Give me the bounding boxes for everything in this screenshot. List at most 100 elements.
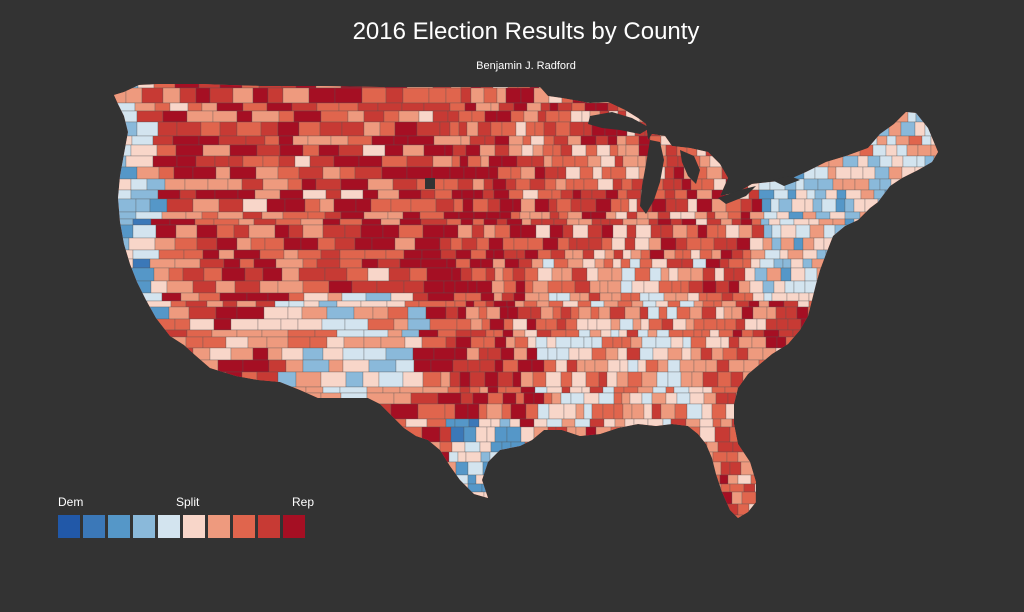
county: [776, 211, 790, 220]
county: [907, 392, 920, 405]
county: [562, 300, 579, 308]
county: [870, 329, 880, 338]
county: [489, 451, 502, 463]
county: [762, 110, 774, 123]
county: [697, 224, 708, 239]
county: [285, 359, 304, 373]
county: [114, 371, 133, 388]
county: [656, 329, 670, 338]
county: [338, 144, 364, 157]
county: [648, 237, 662, 251]
county: [871, 237, 887, 251]
county: [645, 426, 659, 443]
county: [622, 155, 639, 168]
county: [362, 189, 379, 200]
legend-swatch-7: [233, 515, 255, 538]
county: [940, 427, 948, 442]
county: [505, 336, 516, 349]
county: [199, 371, 227, 388]
county: [728, 110, 739, 123]
county: [673, 166, 685, 180]
county: [901, 292, 913, 302]
county: [811, 329, 824, 338]
county: [900, 329, 910, 338]
county: [591, 189, 607, 200]
county: [277, 166, 300, 180]
county: [220, 418, 241, 428]
county: [770, 198, 780, 213]
county: [812, 102, 828, 112]
county: [499, 514, 513, 518]
county: [231, 503, 258, 516]
county: [561, 514, 571, 518]
county: [366, 392, 395, 405]
county: [853, 359, 864, 373]
county: [795, 514, 808, 518]
county: [185, 300, 208, 308]
county: [730, 371, 744, 388]
county: [439, 121, 451, 137]
county: [567, 135, 582, 146]
county: [529, 84, 540, 89]
county: [433, 347, 456, 361]
county: [897, 267, 914, 282]
county: [302, 189, 327, 200]
county: [355, 198, 372, 213]
county: [830, 426, 844, 443]
county: [322, 386, 341, 394]
county: [261, 461, 285, 476]
county: [602, 403, 615, 420]
county: [911, 292, 924, 302]
county: [831, 121, 843, 137]
county: [201, 211, 219, 220]
county: [921, 102, 936, 112]
county: [695, 218, 708, 226]
county: [610, 318, 621, 331]
county: [702, 267, 716, 282]
map-subtitle: Benjamin J. Radford: [476, 60, 576, 72]
county: [854, 178, 870, 191]
county: [481, 318, 491, 331]
county: [792, 359, 803, 373]
county: [870, 292, 880, 302]
county: [594, 258, 605, 269]
county: [374, 483, 396, 493]
county: [823, 392, 835, 405]
county: [537, 403, 550, 420]
county: [798, 121, 812, 137]
county: [603, 300, 619, 308]
county: [114, 267, 131, 282]
county: [420, 461, 443, 476]
county: [914, 306, 927, 320]
county: [528, 474, 545, 485]
county: [130, 300, 148, 308]
county: [720, 249, 733, 260]
county: [267, 87, 284, 104]
county: [587, 514, 603, 518]
county: [325, 189, 342, 200]
county: [513, 347, 528, 361]
county: [132, 224, 157, 239]
county: [652, 386, 667, 394]
county: [686, 403, 703, 420]
county: [365, 292, 392, 302]
county: [287, 329, 316, 338]
county: [865, 110, 881, 123]
county: [114, 280, 134, 294]
county: [870, 249, 880, 260]
legend-swatch-4: [158, 515, 180, 538]
county: [869, 211, 881, 220]
county: [187, 441, 206, 453]
county: [167, 461, 183, 476]
county: [454, 418, 470, 428]
county: [483, 218, 498, 226]
county: [187, 102, 203, 112]
county: [576, 318, 589, 331]
county: [262, 155, 280, 168]
county: [457, 451, 467, 463]
county: [320, 371, 347, 388]
county: [682, 249, 692, 260]
county: [459, 371, 471, 388]
county: [681, 347, 692, 361]
county: [827, 87, 838, 104]
